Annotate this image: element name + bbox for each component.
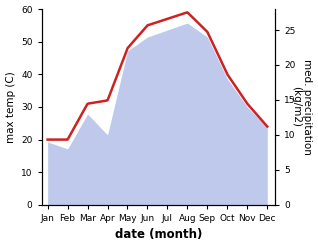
Y-axis label: max temp (C): max temp (C) bbox=[5, 71, 16, 143]
Y-axis label: med. precipitation
(kg/m2): med. precipitation (kg/m2) bbox=[291, 59, 313, 155]
X-axis label: date (month): date (month) bbox=[115, 228, 202, 242]
